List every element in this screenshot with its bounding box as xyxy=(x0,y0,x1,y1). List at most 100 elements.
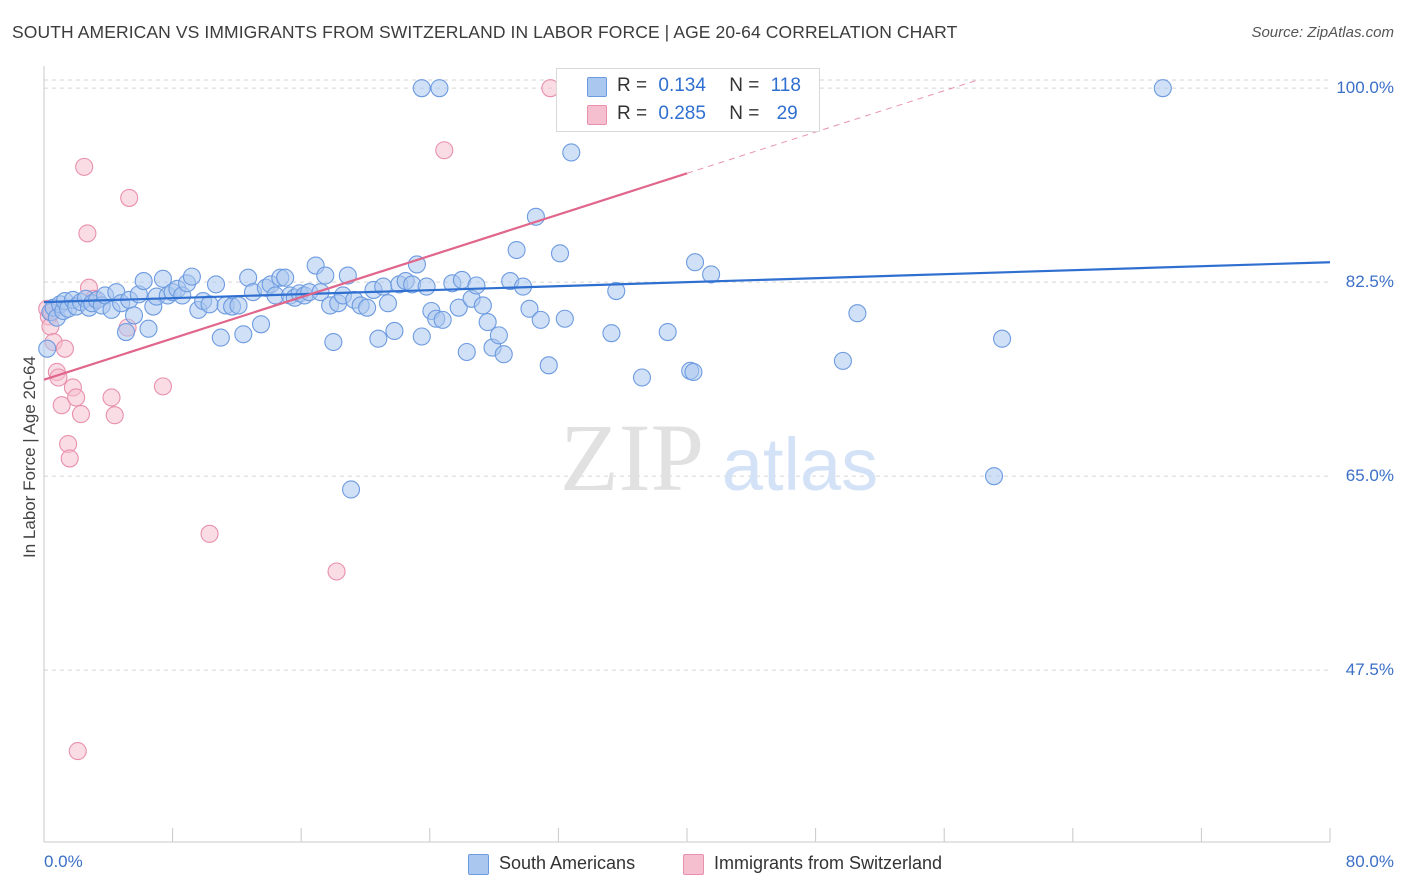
data-point xyxy=(206,275,226,294)
r-label: R = xyxy=(617,75,648,96)
data-point xyxy=(632,368,652,387)
data-point xyxy=(449,298,468,317)
watermark: ZIP atlas xyxy=(560,404,878,511)
r-value: 0.285 xyxy=(658,103,706,124)
trend-line-immigrants-switzerland xyxy=(43,172,688,381)
legend-swatch-immigrants-switzerland xyxy=(683,854,704,875)
data-point xyxy=(200,295,219,314)
data-point xyxy=(1153,79,1172,98)
series-legend: South Americans Immigrants from Switzerl… xyxy=(0,852,1406,876)
n-label: N = xyxy=(729,103,760,124)
data-point xyxy=(702,265,721,284)
axes xyxy=(43,66,1331,843)
data-point xyxy=(984,467,1004,486)
y-tick-label: 47.5% xyxy=(1345,660,1394,680)
data-point xyxy=(848,304,867,323)
data-point xyxy=(55,339,74,358)
data-point xyxy=(316,266,335,285)
data-point xyxy=(251,315,271,334)
data-point xyxy=(531,310,550,329)
watermark-zip: ZIP xyxy=(560,404,704,511)
data-point xyxy=(507,240,526,260)
data-point xyxy=(833,351,852,370)
data-point xyxy=(520,299,539,318)
y-tick-label: 65.0% xyxy=(1345,466,1394,486)
data-point xyxy=(311,283,330,302)
data-point xyxy=(602,324,621,343)
data-point xyxy=(52,396,71,415)
trend-lines xyxy=(43,79,1331,381)
data-point xyxy=(324,332,343,352)
data-point xyxy=(494,345,513,364)
series-immigrants-switzerland xyxy=(38,79,590,761)
stats-row-blue: R = 0.134 N = 118 xyxy=(617,75,801,97)
trend-line-immigrants-switzerland-extension xyxy=(686,79,977,174)
data-point xyxy=(658,323,677,342)
data-point xyxy=(993,329,1012,348)
stats-legend: R = 0.134 N = 118 R = 0.285 N = 29 xyxy=(556,68,820,132)
r-value: 0.134 xyxy=(658,75,706,96)
data-point xyxy=(105,406,124,425)
legend-label-immigrants-switzerland: Immigrants from Switzerland xyxy=(714,853,943,873)
data-point xyxy=(457,342,476,362)
y-tick-label: 100.0% xyxy=(1336,78,1394,98)
data-point xyxy=(153,269,173,288)
data-point xyxy=(412,327,431,346)
data-point xyxy=(234,325,253,344)
n-label: N = xyxy=(729,75,760,96)
source-label: Source: ZipAtlas.com xyxy=(1251,24,1394,41)
data-point xyxy=(685,253,705,272)
data-point xyxy=(607,281,626,301)
data-point xyxy=(134,272,153,291)
data-point xyxy=(684,362,703,382)
data-point xyxy=(200,524,219,543)
data-point xyxy=(71,405,91,424)
n-value: 29 xyxy=(776,103,798,124)
stats-row-pink: R = 0.285 N = 29 xyxy=(617,103,798,125)
data-point xyxy=(38,339,57,358)
data-point xyxy=(327,562,346,581)
data-point xyxy=(489,326,508,345)
legend-swatch-blue xyxy=(587,77,607,97)
chart-title: SOUTH AMERICAN VS IMMIGRANTS FROM SWITZE… xyxy=(12,22,958,42)
data-point xyxy=(102,388,121,407)
n-value: 118 xyxy=(770,75,801,96)
data-point xyxy=(478,313,497,332)
data-point xyxy=(412,79,431,98)
data-point xyxy=(68,742,87,761)
data-point xyxy=(433,310,452,329)
data-point xyxy=(417,277,436,296)
data-point xyxy=(385,321,404,340)
data-point xyxy=(369,329,388,348)
r-label: R = xyxy=(617,103,648,124)
data-point xyxy=(67,388,86,407)
data-point xyxy=(550,244,570,263)
legend-swatch-pink xyxy=(587,105,607,125)
legend-swatch-south-americans xyxy=(468,854,489,875)
data-point xyxy=(60,449,79,468)
data-point xyxy=(153,377,173,396)
data-point xyxy=(211,328,230,347)
x-tick-label-max: 80.0% xyxy=(1345,852,1394,871)
data-point xyxy=(562,143,581,162)
data-point xyxy=(435,141,454,160)
data-point xyxy=(229,296,248,315)
data-point xyxy=(120,188,139,207)
data-point xyxy=(75,157,94,176)
data-point xyxy=(378,294,398,313)
data-point xyxy=(341,480,361,499)
data-point xyxy=(407,255,426,274)
data-point xyxy=(116,323,136,342)
y-tick-label: 82.5% xyxy=(1345,272,1394,292)
data-point xyxy=(139,319,158,338)
data-point xyxy=(276,268,295,287)
data-point xyxy=(467,276,486,295)
trend-line-south-americans xyxy=(43,261,1331,304)
data-point xyxy=(78,224,97,243)
data-point xyxy=(555,309,574,328)
watermark-atlas: atlas xyxy=(722,423,878,506)
data-point xyxy=(430,79,449,98)
data-point xyxy=(124,306,144,325)
data-point xyxy=(473,296,492,315)
